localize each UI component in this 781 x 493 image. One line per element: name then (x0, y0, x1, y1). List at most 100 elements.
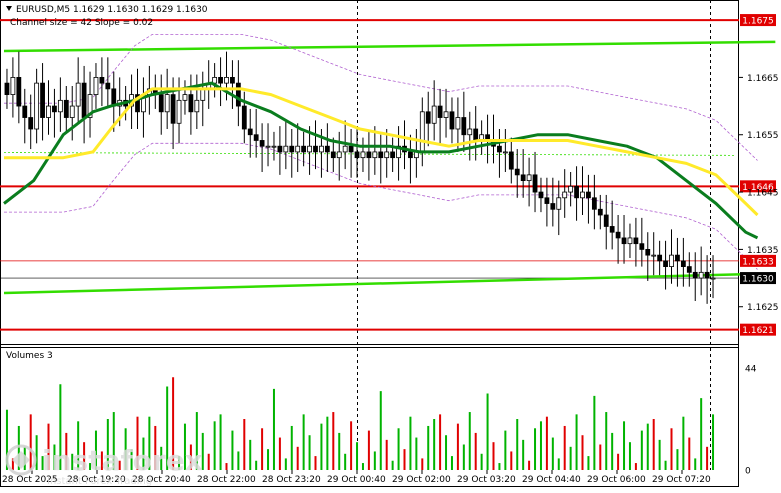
time-tick-label: 28 Oct 2025 (2, 475, 58, 485)
candle-body (16, 77, 22, 107)
candle-body (502, 151, 508, 154)
volumes-label: Volumes 3 (6, 351, 53, 361)
volume-tick-label: 0 (745, 467, 751, 477)
candle-body (467, 128, 473, 136)
price-tag-label: 1.1646 (742, 183, 774, 193)
symbol-header: EURUSD,M5 1.1629 1.1630 1.1629 1.1630 (16, 5, 208, 15)
price-tag-label: 1.1633 (742, 257, 774, 267)
time-tick-label: 29 Oct 02:00 (392, 475, 451, 485)
candle-body (336, 151, 342, 159)
channel-line (3, 272, 776, 295)
candle-body (698, 271, 704, 279)
price-tag-bg (740, 14, 776, 27)
plot-frame (0, 0, 739, 487)
candle-body (170, 94, 176, 124)
candle-body (550, 203, 556, 210)
candle-body (597, 208, 603, 216)
candle-body (265, 145, 271, 148)
candle-body (75, 82, 81, 107)
time-tick-label: 28 Oct 20:40 (132, 475, 191, 485)
price-tag-label: 1.1621 (742, 326, 774, 336)
price-tag-bg (740, 180, 776, 193)
candle-body (22, 105, 28, 118)
price-tag-bg (740, 272, 776, 285)
candle-body (46, 105, 51, 118)
candle-body (194, 99, 200, 113)
candle-body (437, 105, 443, 118)
candle-body (4, 82, 10, 95)
candle-body (63, 99, 69, 118)
candle-body (586, 191, 591, 199)
candle-body (366, 151, 372, 159)
time-tick-label: 29 Oct 03:20 (457, 475, 516, 485)
candle-body (508, 151, 514, 170)
candle-body (408, 151, 413, 159)
candle-body (52, 105, 57, 113)
candle-body (81, 82, 87, 118)
collapse-triangle-icon[interactable] (6, 6, 12, 11)
candle-body (164, 94, 170, 113)
candle-body (253, 134, 259, 141)
price-tick-label: 1.1665 (747, 74, 779, 84)
candle-body (360, 151, 366, 159)
candle-body (615, 231, 621, 239)
candle-body (182, 94, 188, 101)
candle-body (675, 254, 680, 262)
time-tick-label: 28 Oct 23:20 (262, 475, 321, 485)
candle-body (271, 145, 277, 148)
candle-body (520, 174, 526, 182)
candle-body (580, 191, 585, 199)
candle-body (710, 277, 716, 280)
candle-body (686, 266, 692, 273)
candle-body (319, 145, 324, 153)
candle-body (497, 145, 502, 153)
candle-body (289, 145, 295, 153)
price-tick-label: 1.1625 (747, 303, 779, 313)
candle-body (692, 271, 698, 279)
envelope-lower (4, 142, 758, 270)
candle-body (218, 77, 223, 84)
price-tick-label: 1.1655 (747, 131, 779, 141)
watermark-tagline: Instant Forex Trading (47, 476, 152, 487)
time-tick-label: 29 Oct 07:20 (652, 475, 711, 485)
time-tick-label: 29 Oct 00:40 (327, 475, 386, 485)
candle-body (111, 88, 117, 107)
candle-body (372, 151, 378, 159)
candle-body (609, 226, 615, 233)
ma-green-line (3, 81, 759, 240)
price-tick-label: 1.1635 (747, 246, 779, 256)
candle-body (324, 145, 330, 153)
channel-line (3, 40, 776, 53)
candle-body (259, 140, 265, 147)
candle-body (449, 111, 455, 130)
candle-body (241, 105, 247, 130)
candle-body (354, 151, 360, 159)
candle-body (188, 94, 194, 113)
time-tick-label: 29 Oct 04:40 (522, 475, 581, 485)
candle-body (538, 191, 544, 199)
candle-body (105, 82, 111, 90)
candle-body (680, 260, 686, 268)
candle-body (704, 271, 710, 279)
candle-body (603, 214, 609, 227)
candle-body (57, 99, 63, 113)
price-tag-label: 1.1675 (742, 17, 774, 27)
candle-body (87, 94, 93, 118)
candle-body (307, 145, 312, 153)
candle-body (663, 260, 668, 268)
candle-body (313, 145, 318, 153)
candle-body (645, 248, 651, 256)
candle-body (277, 145, 283, 153)
candle-body (544, 197, 550, 204)
candle-body (532, 174, 538, 193)
envelope-upper (4, 34, 758, 161)
candle-body (230, 77, 235, 84)
candle-body (247, 128, 253, 136)
candle-body (384, 151, 390, 159)
time-tick-label: 29 Oct 06:00 (587, 475, 646, 485)
price-tag-label: 1.1630 (742, 275, 774, 285)
candle-body (562, 191, 568, 199)
candle-body (99, 77, 105, 84)
